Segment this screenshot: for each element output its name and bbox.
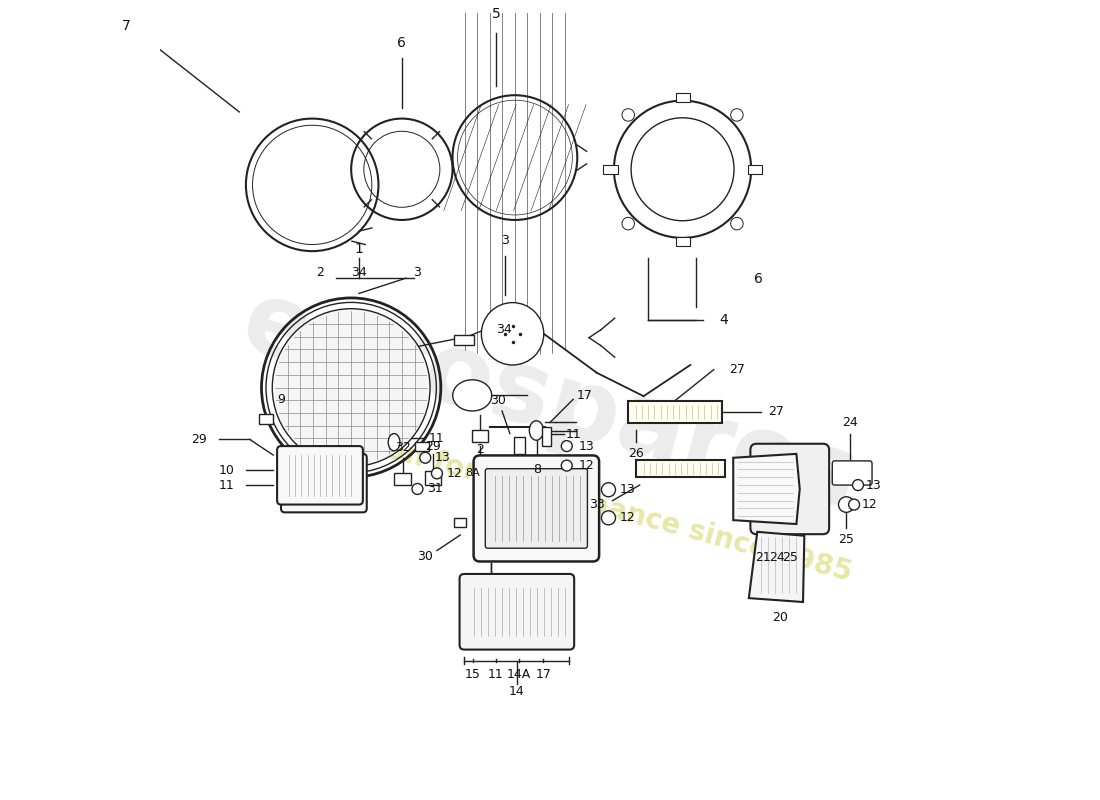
Text: 34: 34 xyxy=(351,266,366,279)
Text: 2: 2 xyxy=(316,266,323,279)
Circle shape xyxy=(730,109,744,121)
Circle shape xyxy=(273,309,430,466)
Text: 12: 12 xyxy=(579,459,594,472)
Circle shape xyxy=(482,302,543,365)
Circle shape xyxy=(431,468,442,479)
Bar xyxy=(542,426,551,446)
Circle shape xyxy=(412,483,422,494)
Text: 24: 24 xyxy=(769,551,784,564)
Text: 6: 6 xyxy=(754,272,762,286)
Text: 25: 25 xyxy=(782,551,797,564)
FancyBboxPatch shape xyxy=(280,454,366,512)
Circle shape xyxy=(838,497,854,512)
Text: 25: 25 xyxy=(838,533,855,546)
Circle shape xyxy=(621,109,635,121)
Bar xyxy=(604,165,617,174)
FancyBboxPatch shape xyxy=(474,455,600,562)
Text: 17: 17 xyxy=(578,389,593,402)
Text: 5: 5 xyxy=(492,7,500,21)
Text: 3: 3 xyxy=(414,266,421,279)
Text: 11: 11 xyxy=(429,432,444,445)
Text: 32: 32 xyxy=(395,441,410,454)
Bar xyxy=(454,335,474,345)
Text: 33: 33 xyxy=(588,498,605,511)
FancyBboxPatch shape xyxy=(750,444,829,534)
Text: 34: 34 xyxy=(496,323,512,336)
Bar xyxy=(258,414,273,423)
Bar xyxy=(514,437,526,454)
Text: 9: 9 xyxy=(277,393,285,406)
Text: 13: 13 xyxy=(434,451,450,464)
Bar xyxy=(426,471,441,485)
Circle shape xyxy=(621,218,635,230)
Circle shape xyxy=(602,482,616,497)
Text: 12: 12 xyxy=(861,498,878,511)
Text: 17: 17 xyxy=(536,668,551,681)
Text: 10: 10 xyxy=(218,464,234,477)
Bar xyxy=(675,93,690,102)
Text: 29: 29 xyxy=(426,439,441,453)
Text: 6: 6 xyxy=(397,35,406,50)
Text: 12: 12 xyxy=(620,511,636,524)
Ellipse shape xyxy=(388,434,400,450)
Ellipse shape xyxy=(529,421,543,440)
Ellipse shape xyxy=(453,380,492,411)
Text: 13: 13 xyxy=(579,439,594,453)
Text: 27: 27 xyxy=(768,406,784,418)
Circle shape xyxy=(730,218,744,230)
Text: 30: 30 xyxy=(417,550,433,563)
FancyBboxPatch shape xyxy=(460,574,574,650)
Bar xyxy=(675,237,690,246)
Bar xyxy=(636,460,725,478)
Bar xyxy=(628,401,722,422)
FancyBboxPatch shape xyxy=(277,446,363,505)
Text: a passion for performance since 1985: a passion for performance since 1985 xyxy=(276,406,855,586)
FancyBboxPatch shape xyxy=(485,469,587,548)
Text: 4: 4 xyxy=(719,314,728,327)
Circle shape xyxy=(602,510,616,525)
Bar xyxy=(454,518,465,527)
Text: 13: 13 xyxy=(866,478,881,491)
Text: 13: 13 xyxy=(620,483,636,496)
Text: 7: 7 xyxy=(122,19,131,33)
Circle shape xyxy=(420,452,431,463)
Text: 21: 21 xyxy=(756,551,771,564)
Text: 3: 3 xyxy=(500,234,508,246)
Text: 26: 26 xyxy=(628,447,643,460)
Bar xyxy=(748,165,761,174)
Bar xyxy=(415,442,429,451)
Polygon shape xyxy=(749,532,804,602)
Text: 31: 31 xyxy=(427,482,442,495)
Text: 29: 29 xyxy=(191,433,207,446)
Text: 20: 20 xyxy=(772,611,788,624)
Text: 30: 30 xyxy=(491,394,506,407)
Bar xyxy=(472,430,487,442)
Text: 14A: 14A xyxy=(507,668,531,681)
Text: 1: 1 xyxy=(354,242,363,256)
Circle shape xyxy=(561,441,572,451)
Text: 11: 11 xyxy=(488,668,504,681)
Text: 12: 12 xyxy=(447,467,462,480)
Text: 2: 2 xyxy=(476,443,484,457)
Text: 11: 11 xyxy=(219,479,234,492)
Bar xyxy=(345,474,359,484)
Text: 24: 24 xyxy=(843,416,858,429)
Circle shape xyxy=(561,460,572,471)
Text: 27: 27 xyxy=(729,363,745,376)
Text: 8A: 8A xyxy=(465,468,480,478)
Polygon shape xyxy=(734,454,800,524)
Circle shape xyxy=(848,499,859,510)
Text: 15: 15 xyxy=(464,668,481,681)
Text: 11: 11 xyxy=(565,428,582,441)
Text: 14: 14 xyxy=(509,685,525,698)
Circle shape xyxy=(852,480,864,490)
Text: eurospares: eurospares xyxy=(232,274,868,532)
Bar xyxy=(394,473,411,485)
FancyBboxPatch shape xyxy=(833,461,872,485)
Text: 8: 8 xyxy=(532,463,541,476)
